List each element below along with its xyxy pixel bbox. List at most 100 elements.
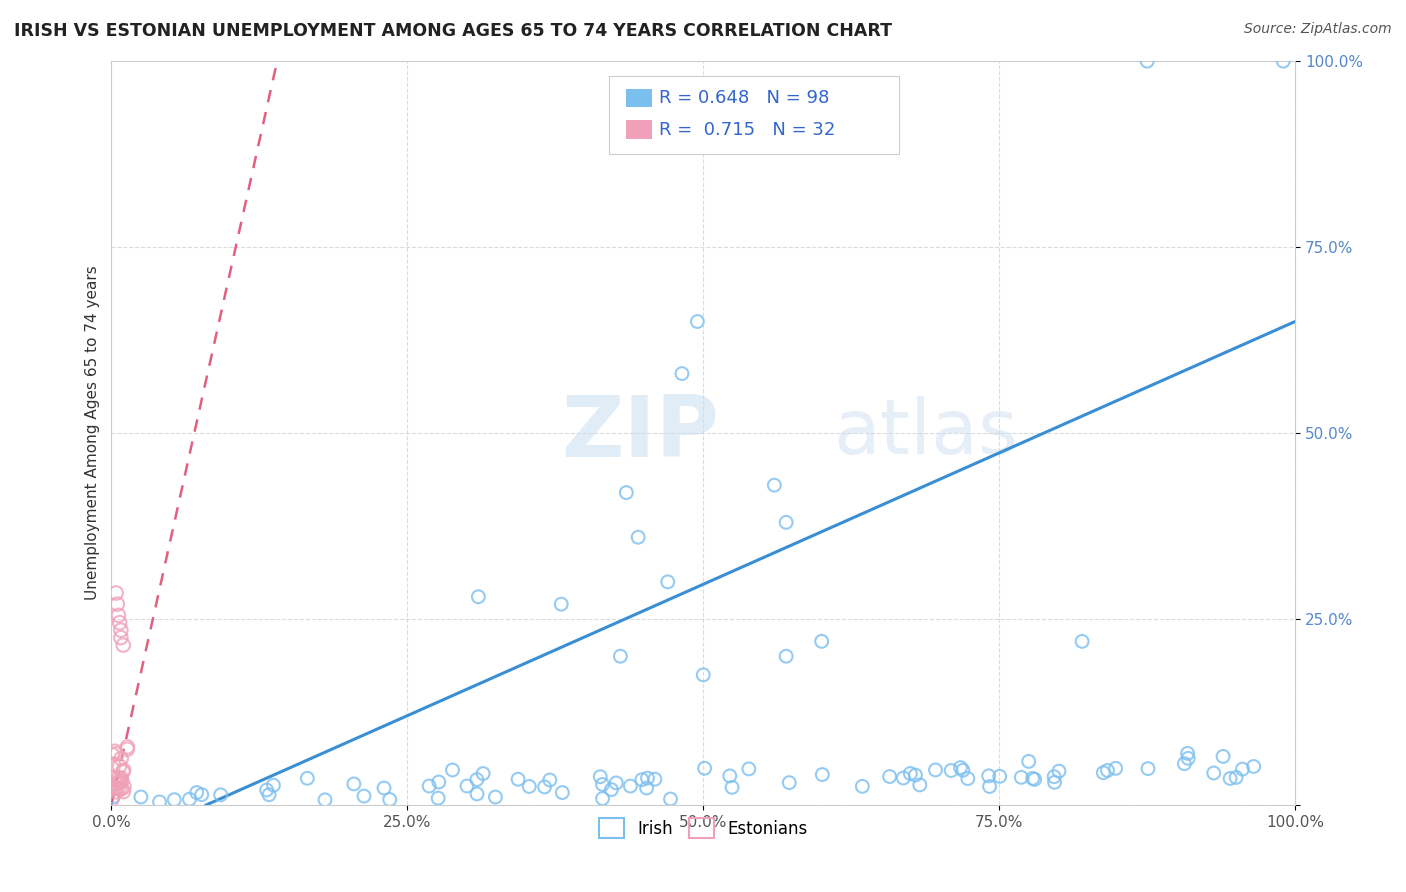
Point <box>179 792 201 806</box>
Point <box>456 779 478 793</box>
Point <box>1219 772 1241 786</box>
Point <box>1047 764 1070 779</box>
Point <box>427 791 450 805</box>
Point <box>988 769 1011 783</box>
Point <box>692 668 714 682</box>
Point <box>517 780 540 794</box>
Point <box>763 478 786 492</box>
Point <box>418 779 440 793</box>
Point <box>256 783 278 797</box>
Point <box>163 793 186 807</box>
Point <box>314 793 336 807</box>
Point <box>257 788 280 802</box>
Point <box>592 777 614 791</box>
Point <box>101 792 124 806</box>
Point <box>939 764 962 778</box>
Point <box>467 590 489 604</box>
Point <box>343 777 366 791</box>
Point <box>949 761 972 775</box>
Point <box>891 771 914 785</box>
Point <box>110 775 132 789</box>
Point <box>108 781 131 796</box>
Point <box>105 785 128 799</box>
Point <box>533 780 555 794</box>
Point <box>1136 762 1159 776</box>
Point <box>353 789 375 803</box>
Point <box>898 766 921 780</box>
Point <box>1010 770 1032 784</box>
Point <box>105 747 128 761</box>
Point <box>600 782 623 797</box>
Point <box>614 485 637 500</box>
Point <box>190 788 212 802</box>
Bar <box>626 88 652 107</box>
Point <box>1272 54 1295 69</box>
Y-axis label: Unemployment Among Ages 65 to 74 years: Unemployment Among Ages 65 to 74 years <box>86 266 100 600</box>
Point <box>108 775 131 789</box>
Point <box>1092 765 1115 780</box>
Point <box>378 792 401 806</box>
Point <box>110 631 132 645</box>
Point <box>657 574 679 589</box>
Point <box>1018 755 1040 769</box>
Point <box>775 516 797 530</box>
Point <box>811 767 834 781</box>
Point <box>373 780 395 795</box>
Point <box>465 772 488 787</box>
Point <box>465 787 488 801</box>
Point <box>1021 772 1043 786</box>
FancyBboxPatch shape <box>609 76 898 154</box>
Point <box>107 608 129 623</box>
Point <box>592 791 614 805</box>
Point <box>1202 766 1225 780</box>
Point <box>738 762 761 776</box>
Point <box>550 597 572 611</box>
Point <box>538 772 561 787</box>
Point <box>112 763 135 777</box>
Point <box>111 773 134 788</box>
Point <box>627 530 650 544</box>
Point <box>262 778 284 792</box>
Point <box>644 772 666 787</box>
Point <box>441 763 464 777</box>
Point <box>810 634 832 648</box>
Point <box>1097 764 1119 778</box>
Point <box>105 780 128 795</box>
Text: R = 0.648   N = 98: R = 0.648 N = 98 <box>659 89 830 107</box>
Point <box>427 775 450 789</box>
Point <box>111 764 134 779</box>
Point <box>129 789 152 804</box>
Point <box>609 649 631 664</box>
Point <box>101 770 124 784</box>
Point <box>952 763 974 777</box>
Point <box>148 795 170 809</box>
Point <box>506 772 529 787</box>
Point <box>977 769 1000 783</box>
Point <box>105 776 128 790</box>
Point <box>718 769 741 783</box>
Point <box>472 766 495 780</box>
Point <box>1071 634 1094 648</box>
Point <box>1024 772 1046 787</box>
Point <box>1173 756 1195 771</box>
Point <box>1105 761 1128 775</box>
Point <box>1225 771 1247 785</box>
Point <box>636 780 658 795</box>
Point <box>636 771 658 785</box>
Point <box>956 772 979 786</box>
Text: Source: ZipAtlas.com: Source: ZipAtlas.com <box>1244 22 1392 37</box>
Point <box>671 367 693 381</box>
Text: atlas: atlas <box>834 396 1018 470</box>
Point <box>101 789 124 804</box>
Point <box>904 768 927 782</box>
Point <box>110 624 132 638</box>
Point <box>103 781 125 796</box>
Point <box>186 785 208 799</box>
Point <box>101 747 124 762</box>
Point <box>1177 751 1199 765</box>
Point <box>1232 762 1254 776</box>
Point <box>110 771 132 785</box>
Point <box>112 784 135 798</box>
Point <box>484 790 506 805</box>
Point <box>1043 770 1066 784</box>
